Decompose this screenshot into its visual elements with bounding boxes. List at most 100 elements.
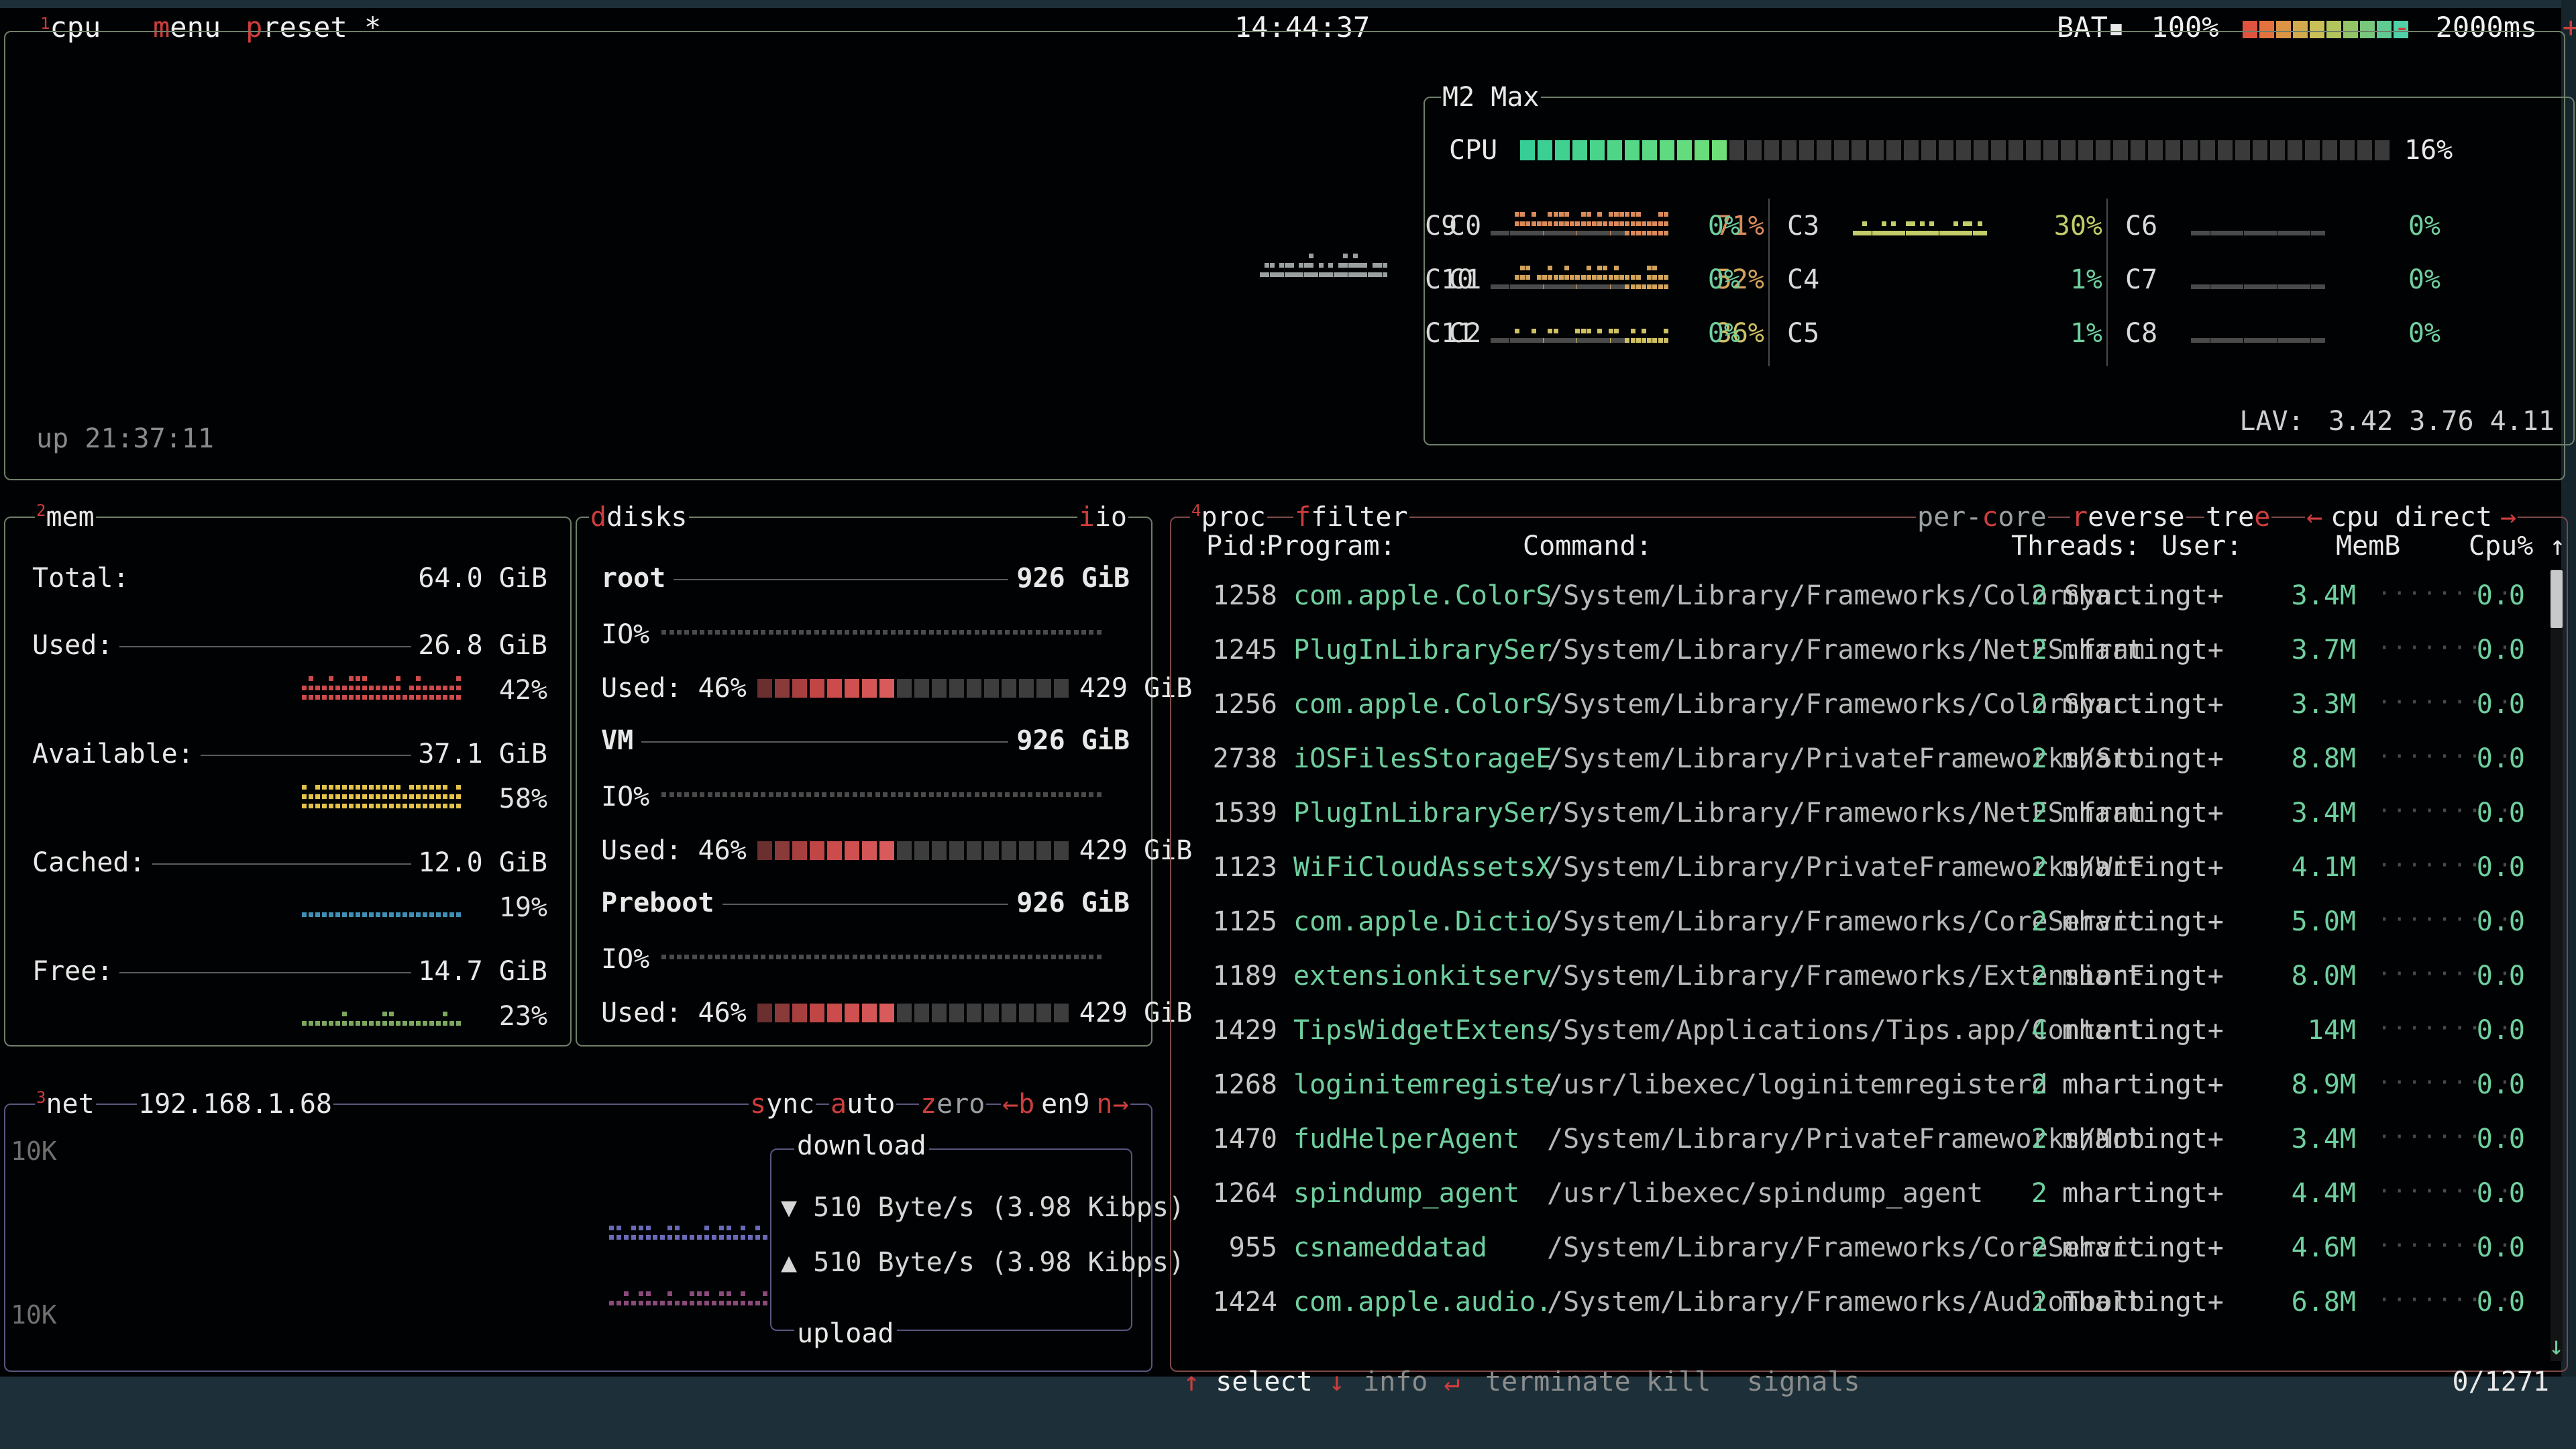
uptime: up 21:37:11 xyxy=(36,423,214,454)
download-rate: ▼ 510 Byte/s (3.98 Kibps) xyxy=(781,1192,1185,1223)
update-interval-control[interactable]: - 2000ms + xyxy=(2394,13,2576,42)
cell-user: mhartingt+ xyxy=(2062,1287,2224,1318)
cell-threads: 2 xyxy=(2031,1178,2047,1209)
mem-panel-caption[interactable]: 2 mem xyxy=(35,500,96,534)
disk-entry-vm: VM 926 GiB xyxy=(601,727,1130,754)
proc-panel-caption[interactable]: 4 proc xyxy=(1190,500,1267,534)
cell-program: iOSFilesStorageE xyxy=(1293,743,1552,774)
table-row[interactable]: 1424 com.apple.audio./System/Library/Fram… xyxy=(1177,1289,2551,1321)
proc-scrollbar-thumb[interactable] xyxy=(2551,570,2563,628)
core-label: C7 xyxy=(2125,264,2158,295)
core-percent: 0% xyxy=(1707,318,1740,349)
net-traffic-graph xyxy=(609,1157,777,1332)
table-row[interactable]: 1189 extensionkitserv/System/Library/Fram… xyxy=(1177,963,2551,995)
mem-value: 26.8 GiB xyxy=(418,630,547,661)
cell-pid: 1125 xyxy=(1212,906,1277,937)
core-label: C8 xyxy=(2125,318,2158,349)
cell-memb: 4.1M xyxy=(2291,852,2356,883)
cell-cpu: 0.0 xyxy=(2476,961,2525,991)
net-panel-caption[interactable]: 3 net xyxy=(35,1087,96,1121)
interval-increase-button[interactable]: + xyxy=(2562,11,2576,44)
table-row[interactable]: 1429 TipsWidgetExtens/System/Applications… xyxy=(1177,1017,2551,1049)
disks-panel-caption[interactable]: d disks xyxy=(589,500,689,534)
table-row[interactable]: 1539 PlugInLibrarySer/System/Library/Fram… xyxy=(1177,800,2551,832)
cell-cpu-graph: ········· xyxy=(2377,798,2514,824)
proc-scroll-track[interactable] xyxy=(2551,569,2563,1361)
cell-threads: 4 xyxy=(2031,1015,2047,1046)
core-percent: 0% xyxy=(2408,211,2440,241)
proc-filter-button[interactable]: f filter xyxy=(1293,500,1409,534)
cell-cpu-graph: ········· xyxy=(2377,580,2514,607)
cell-user: mhartingt+ xyxy=(2062,1124,2224,1155)
proc-sort-selector[interactable]: ← cpu direct → xyxy=(2305,500,2518,534)
cell-pid: 1424 xyxy=(1212,1287,1277,1318)
menu-item-cpu[interactable]: 1cpu xyxy=(40,13,101,42)
cell-cpu: 0.0 xyxy=(2476,798,2525,828)
core-graph xyxy=(1853,319,1987,347)
footer-signals[interactable]: signals xyxy=(1747,1366,1860,1397)
upload-rate: ▲ 510 Byte/s (3.98 Kibps) xyxy=(781,1247,1185,1278)
cell-pid: 1256 xyxy=(1212,689,1277,720)
table-row[interactable]: 1268 loginitemregiste/usr/libexec/loginit… xyxy=(1177,1071,2551,1104)
cell-program: com.apple.audio. xyxy=(1293,1287,1552,1318)
table-row[interactable]: 1125 com.apple.Dictio/System/Library/Fram… xyxy=(1177,908,2551,941)
col-command[interactable]: Command: xyxy=(1523,531,1652,561)
cpu-core-c0: C0 71% xyxy=(1449,212,1764,240)
menu-item-preset[interactable]: preset * xyxy=(246,13,381,42)
load-average: LAV: 3.42 3.76 4.11 xyxy=(2239,406,2555,437)
table-row[interactable]: 1264 spindump_agent/usr/libexec/spindump_… xyxy=(1177,1180,2551,1212)
net-sync-button[interactable]: s ync xyxy=(749,1087,816,1121)
footer-info[interactable]: info ↵ xyxy=(1363,1366,1460,1397)
menu-item-menu[interactable]: menu xyxy=(153,13,221,42)
table-row[interactable]: 1470 fudHelperAgent/System/Library/Privat… xyxy=(1177,1126,2551,1158)
table-row[interactable]: 1256 com.apple.ColorS/System/Library/Fram… xyxy=(1177,691,2551,723)
cell-threads: 2 xyxy=(2031,1232,2047,1263)
cell-cpu: 0.0 xyxy=(2476,1069,2525,1100)
cell-program: WiFiCloudAssetsX xyxy=(1293,852,1552,883)
table-row[interactable]: 1245 PlugInLibrarySer/System/Library/Fram… xyxy=(1177,637,2551,669)
proc-tree-toggle[interactable]: tre e xyxy=(2204,500,2272,534)
cell-program: fudHelperAgent xyxy=(1293,1124,1520,1155)
terminal-top-strip xyxy=(0,0,2576,8)
footer-kill[interactable]: kill xyxy=(1646,1366,1711,1397)
col-cpu[interactable]: Cpu% ↑ xyxy=(2469,531,2566,561)
cell-user: mhartingt+ xyxy=(2062,961,2224,991)
table-row[interactable]: 1123 WiFiCloudAssetsX/System/Library/Priv… xyxy=(1177,854,2551,886)
col-pid[interactable]: Pid: xyxy=(1206,531,1271,561)
interval-decrease-button[interactable]: - xyxy=(2394,11,2411,44)
cell-cpu: 0.0 xyxy=(2476,635,2525,665)
net-zero-button[interactable]: z ero xyxy=(919,1087,987,1121)
footer-terminate[interactable]: terminate xyxy=(1485,1366,1631,1397)
battery-icon: ▪ xyxy=(2107,11,2125,44)
cell-program: com.apple.Dictio xyxy=(1293,906,1552,937)
cell-cpu: 0.0 xyxy=(2476,743,2525,774)
mem-rule xyxy=(152,863,412,865)
cell-cpu-graph: ········· xyxy=(2377,743,2514,770)
cell-cpu-graph: ········· xyxy=(2377,906,2514,933)
core-label: C9 xyxy=(1425,211,1458,241)
disk-io-row: IO% xyxy=(601,621,1104,648)
cell-memb: 8.8M xyxy=(2291,743,2356,774)
disk-used-meter xyxy=(757,841,1069,860)
table-row[interactable]: 2738 iOSFilesStorageE/System/Library/Priv… xyxy=(1177,745,2551,777)
disk-name: VM xyxy=(601,725,634,756)
col-user[interactable]: User: xyxy=(2161,531,2243,561)
col-threads[interactable]: Threads: xyxy=(2011,531,2141,561)
footer-select[interactable]: ↑ select ↓ xyxy=(1183,1366,1345,1397)
battery-status[interactable]: BAT▪ 100% xyxy=(2057,13,2415,42)
disks-io-toggle[interactable]: i io xyxy=(1077,500,1128,534)
mem-bar: 58% xyxy=(302,785,547,813)
core-label: C2 xyxy=(1449,318,1482,349)
cell-pid: 1539 xyxy=(1212,798,1277,828)
net-auto-button[interactable]: a uto xyxy=(829,1087,897,1121)
table-row[interactable]: 1258 com.apple.ColorS/System/Library/Fram… xyxy=(1177,582,2551,614)
proc-percore-toggle[interactable]: per-c ore xyxy=(1916,500,2048,534)
table-row[interactable]: 955 csnameddatad/System/Library/Framework… xyxy=(1177,1234,2551,1267)
col-program[interactable]: Program: xyxy=(1267,531,1396,561)
header-bar: 1cpu menu preset * 14:44:37 BAT▪ 100% - … xyxy=(0,8,2576,54)
cell-program: TipsWidgetExtens xyxy=(1293,1015,1552,1046)
col-memb[interactable]: MemB xyxy=(2336,531,2401,561)
net-iface-selector[interactable]: ←b en9 n→ xyxy=(1001,1087,1130,1121)
scroll-down-icon[interactable]: ↓ xyxy=(2548,1331,2564,1360)
proc-reverse-toggle[interactable]: r everse xyxy=(2070,500,2186,534)
